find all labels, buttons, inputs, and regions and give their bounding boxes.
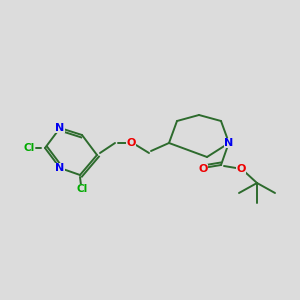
- Text: N: N: [224, 138, 234, 148]
- Text: O: O: [236, 164, 246, 174]
- Text: O: O: [126, 138, 136, 148]
- Text: Cl: Cl: [23, 143, 34, 153]
- Text: Cl: Cl: [76, 184, 88, 194]
- Text: N: N: [56, 163, 64, 173]
- Text: N: N: [56, 123, 64, 133]
- Text: O: O: [198, 164, 208, 174]
